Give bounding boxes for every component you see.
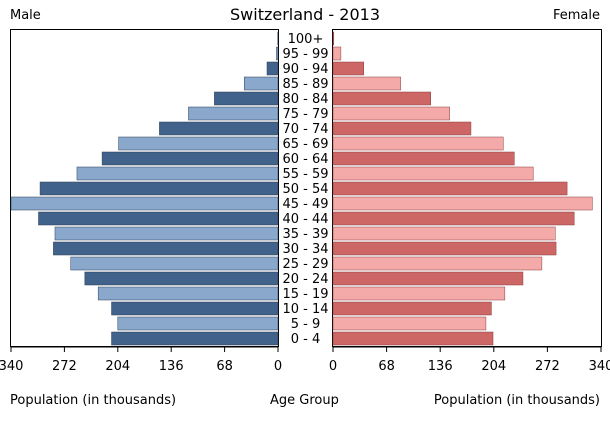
female-bar-0-4 <box>332 331 494 346</box>
female-bar-20-24 <box>332 271 524 286</box>
age-label-75-79: 75 - 79 <box>282 107 328 122</box>
chart-title: Switzerland - 2013 <box>230 5 380 24</box>
male-bar-5-9 <box>117 316 279 331</box>
female-bar-30-34 <box>332 241 557 256</box>
female-tick-label-340: 340 <box>589 359 610 374</box>
age-label-50-54: 50 - 54 <box>282 182 328 197</box>
male-bar-10-14 <box>111 301 279 316</box>
female-bar-35-39 <box>332 226 556 241</box>
male-bar-70-74 <box>159 121 279 136</box>
male-bar-65-69 <box>118 136 279 151</box>
age-label-30-34: 30 - 34 <box>282 242 328 257</box>
female-bar-80-84 <box>332 91 431 106</box>
female-bar-25-29 <box>332 256 543 271</box>
female-bar-5-9 <box>332 316 487 331</box>
male-bar-80-84 <box>214 91 279 106</box>
female-label: Female <box>552 8 600 23</box>
female-tick-label-68: 68 <box>378 359 395 374</box>
age-label-65-69: 65 - 69 <box>282 137 328 152</box>
female-bar-70-74 <box>332 121 472 136</box>
female-bar-55-59 <box>332 166 534 181</box>
female-tick-label-204: 204 <box>481 359 506 374</box>
age-label-95-99: 95 - 99 <box>282 47 328 62</box>
male-bar-75-79 <box>188 106 279 121</box>
female-bar-65-69 <box>332 136 504 151</box>
female-tick-label-272: 272 <box>535 359 560 374</box>
female-tick-label-136: 136 <box>428 359 453 374</box>
age-label-15-19: 15 - 19 <box>282 287 328 302</box>
male-x-axis-label: Population (in thousands) <box>10 393 177 408</box>
age-label-80-84: 80 - 84 <box>282 92 328 107</box>
female-bar-15-19 <box>332 286 506 301</box>
female-bar-50-54 <box>332 181 568 196</box>
age-label-45-49: 45 - 49 <box>282 197 328 212</box>
female-bar-90-94 <box>332 61 364 76</box>
male-bar-20-24 <box>84 271 279 286</box>
age-group-label: Age Group <box>270 393 339 408</box>
male-bar-95-99 <box>276 46 279 61</box>
female-bar-75-79 <box>332 106 450 121</box>
male-tick-label-0: 0 <box>274 359 282 374</box>
age-label-25-29: 25 - 29 <box>282 257 328 272</box>
age-label-5-9: 5 - 9 <box>291 317 321 332</box>
male-bar-85-89 <box>243 76 279 91</box>
male-tick-label-136: 136 <box>159 359 184 374</box>
age-label-85-89: 85 - 89 <box>282 77 328 92</box>
age-label-55-59: 55 - 59 <box>282 167 328 182</box>
male-bar-15-19 <box>97 286 279 301</box>
male-label: Male <box>10 8 41 23</box>
female-bar-100+ <box>332 31 335 46</box>
age-label-35-39: 35 - 39 <box>282 227 328 242</box>
age-label-10-14: 10 - 14 <box>282 302 328 317</box>
male-bar-30-34 <box>53 241 279 256</box>
age-label-20-24: 20 - 24 <box>282 272 328 287</box>
age-label-40-44: 40 - 44 <box>282 212 328 227</box>
age-label-60-64: 60 - 64 <box>282 152 328 167</box>
female-bar-85-89 <box>332 76 402 91</box>
male-bar-50-54 <box>39 181 279 196</box>
male-tick-label-68: 68 <box>216 359 233 374</box>
female-tick-label-0: 0 <box>329 359 337 374</box>
age-label-0-4: 0 - 4 <box>291 332 321 347</box>
female-bar-10-14 <box>332 301 492 316</box>
male-tick-label-272: 272 <box>52 359 77 374</box>
age-label-70-74: 70 - 74 <box>282 122 328 137</box>
male-bar-0-4 <box>111 331 279 346</box>
male-bar-90-94 <box>266 61 279 76</box>
male-bar-45-49 <box>10 196 279 211</box>
age-label-90-94: 90 - 94 <box>282 62 328 77</box>
male-tick-label-340: 340 <box>0 359 23 374</box>
female-bar-45-49 <box>332 196 593 211</box>
male-tick-label-204: 204 <box>105 359 130 374</box>
female-bar-60-64 <box>332 151 515 166</box>
age-label-100+: 100+ <box>288 32 324 47</box>
female-x-axis-label: Population (in thousands) <box>433 393 600 408</box>
male-bar-40-44 <box>38 211 279 226</box>
female-bar-40-44 <box>332 211 575 226</box>
male-bar-55-59 <box>76 166 279 181</box>
female-bar-95-99 <box>332 46 342 61</box>
male-bar-35-39 <box>54 226 279 241</box>
male-bar-25-29 <box>70 256 279 271</box>
male-bar-60-64 <box>101 151 279 166</box>
